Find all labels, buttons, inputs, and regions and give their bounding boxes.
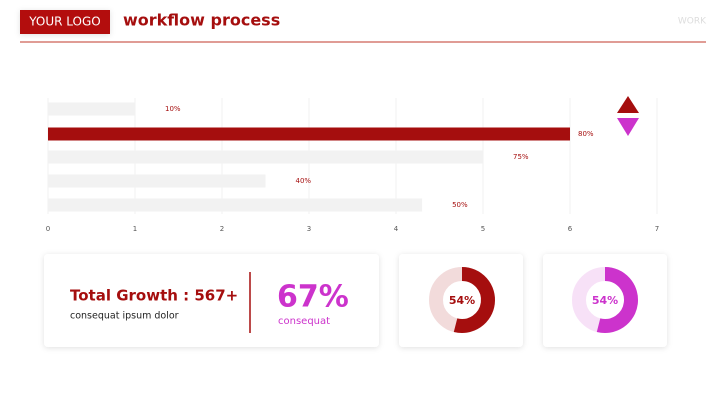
x-tick-label: 1 <box>133 225 137 233</box>
stat-percent: 67% <box>277 280 349 315</box>
x-tick-label: 5 <box>481 225 485 233</box>
x-tick-label: 7 <box>655 225 659 233</box>
bar <box>48 102 135 116</box>
stat-caption: consequat <box>278 316 330 327</box>
arrow-up[interactable] <box>617 96 639 113</box>
x-tick-label: 0 <box>46 225 50 233</box>
bar <box>48 174 266 188</box>
x-tick-label: 4 <box>394 225 399 233</box>
x-tick-label: 6 <box>568 225 573 233</box>
stat-title: Total Growth : 567+ <box>70 287 238 305</box>
bar-annotation: 75% <box>513 153 529 161</box>
donut-card <box>399 254 523 347</box>
arrow-down[interactable] <box>617 118 639 136</box>
logo-box <box>20 10 110 34</box>
donut-card <box>543 254 667 347</box>
bar-annotation: 50% <box>452 201 468 209</box>
bar <box>48 127 570 141</box>
stat-card <box>44 254 379 347</box>
bar <box>48 150 483 164</box>
bar-annotation: 40% <box>296 177 312 185</box>
donut-label: 54% <box>592 294 618 307</box>
stat-subtitle: consequat ipsum dolor <box>70 311 179 322</box>
donut-arc <box>453 267 495 333</box>
donut-arc <box>596 267 638 333</box>
title: workflow process <box>123 11 280 30</box>
x-tick-label: 2 <box>220 225 224 233</box>
tag: WORK <box>678 17 707 27</box>
donut-label: 54% <box>449 294 475 307</box>
bar <box>48 198 423 212</box>
x-tick-label: 3 <box>307 225 311 233</box>
logo: YOUR LOGO <box>28 15 101 29</box>
bar-annotation: 80% <box>578 130 594 138</box>
bar-annotation: 10% <box>165 105 181 113</box>
